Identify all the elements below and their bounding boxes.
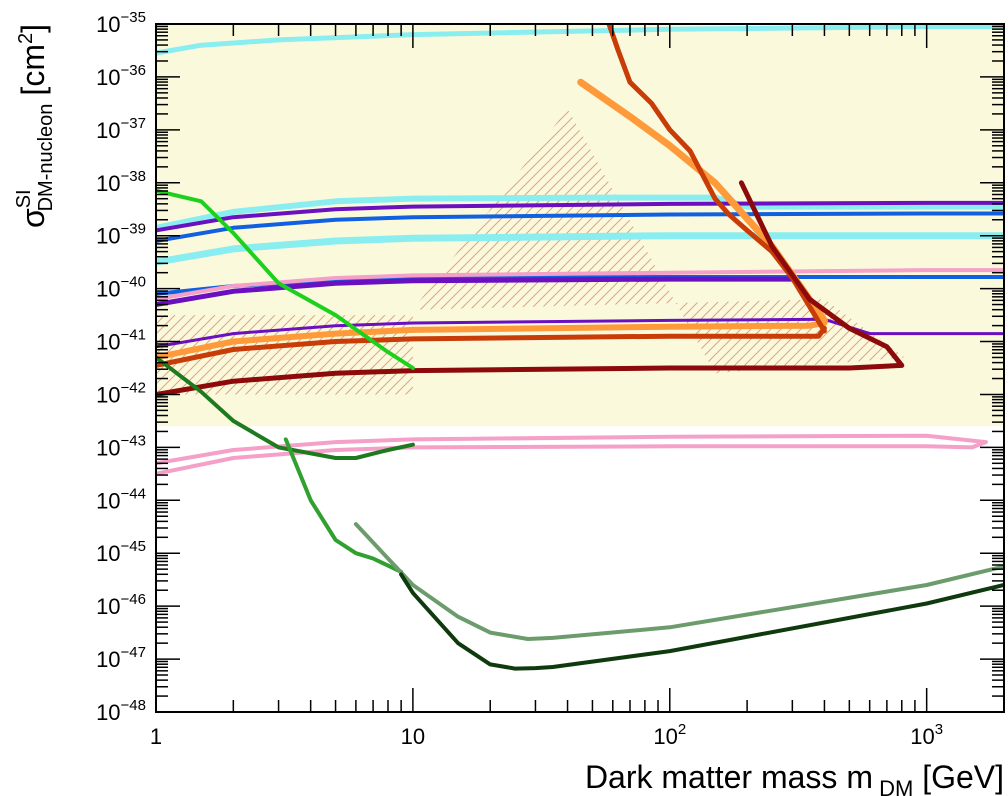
y-tick-label: 10−43	[96, 432, 146, 460]
series-line-15	[156, 188, 415, 370]
x-tick-label: 1	[150, 724, 162, 749]
series-line-8	[156, 317, 1004, 349]
series-line-6	[156, 268, 1004, 302]
y-tick-label: 10−38	[96, 168, 146, 196]
series-line-9	[156, 320, 828, 361]
y-axis-title: σSIDM-nucleon[cm2]	[13, 24, 57, 228]
series-line-3	[156, 200, 1004, 233]
y-tick-label: 10−41	[96, 327, 146, 355]
series-line-2	[156, 232, 1004, 266]
y-tick-label: 10−48	[96, 697, 146, 725]
series-line-16	[156, 355, 415, 460]
y-tick-label: 10−40	[96, 274, 146, 302]
y-tick-label: 10−46	[96, 591, 146, 619]
y-tick-label: 10−47	[96, 644, 146, 672]
series-line-4	[156, 211, 1004, 243]
y-tick-label: 10−45	[96, 538, 146, 566]
y-tick-label: 10−36	[96, 62, 146, 90]
y-tick-label: 10−37	[96, 115, 146, 143]
series-line-14	[156, 180, 905, 397]
x-tick-label: 10	[401, 724, 425, 749]
hatched-region-0	[156, 315, 413, 395]
series-line-11	[156, 433, 988, 476]
series-line-7	[156, 276, 795, 307]
y-tick-label: 10−42	[96, 379, 146, 407]
series-line-10	[156, 325, 827, 368]
series-line-18	[353, 522, 1004, 641]
y-tick-label: 10−35	[96, 9, 146, 37]
hatched-region-1	[412, 108, 905, 374]
series-line-13	[606, 24, 827, 334]
series-line-17	[283, 437, 404, 574]
x-tick-label: 103	[910, 721, 943, 749]
y-tick-label: 10−39	[96, 221, 146, 249]
y-tick-label: 10−44	[96, 485, 146, 513]
x-axis-title: Dark matter mass m DM [GeV]	[585, 759, 1004, 796]
plot-frame	[155, 23, 1005, 713]
series-line-19	[399, 572, 1004, 671]
x-tick-label: 102	[653, 721, 686, 749]
